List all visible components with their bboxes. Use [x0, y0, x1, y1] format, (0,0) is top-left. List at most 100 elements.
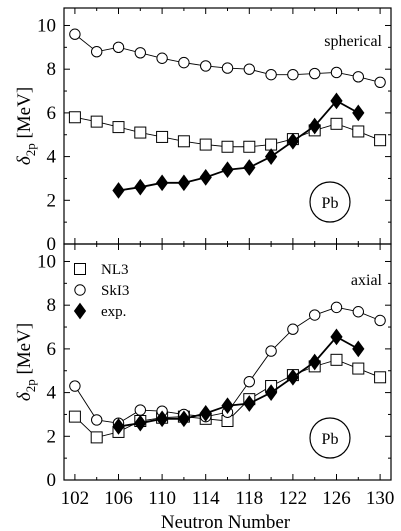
data-point-nl3 [352, 125, 365, 138]
legend-marker-square [74, 263, 86, 275]
element-badge-label: Pb [322, 431, 339, 448]
data-point-nl3 [177, 135, 190, 148]
legend-marker-circle [74, 284, 86, 296]
y-tick-label: 8 [47, 59, 57, 80]
x-tick-label: 102 [61, 488, 90, 509]
data-point-ski3 [309, 309, 321, 321]
legend-label: SkI3 [101, 283, 129, 299]
data-point-exp [199, 405, 212, 422]
y-tick-label: 4 [47, 147, 57, 168]
data-point-exp [352, 340, 365, 358]
data-point-nl3 [112, 121, 125, 134]
y-tick-label: 10 [37, 15, 56, 36]
panel-bottom: 0 2 4 6 8 10 102 106 110 114 118 122 126 130 Neutron N… [14, 243, 394, 531]
data-point-exp [112, 418, 125, 435]
data-point-ski3 [265, 68, 277, 81]
series-exp [112, 328, 365, 435]
y-axis-label: δ2p [MeV] [14, 87, 38, 165]
y-tick-label: 6 [47, 339, 57, 360]
data-point-exp [243, 159, 256, 176]
data-point-ski3 [156, 52, 168, 64]
y-axis-label: δ2p [MeV] [14, 323, 38, 401]
element-badge-circle [309, 417, 351, 459]
data-point-nl3 [90, 431, 103, 444]
data-point-exp [199, 169, 212, 186]
data-point-ski3 [134, 404, 147, 416]
x-axis-label: Neutron Number [161, 512, 291, 531]
data-point-ski3 [91, 414, 103, 426]
y-tick-label: 10 [37, 251, 56, 272]
data-point-exp [177, 410, 191, 428]
x-tick-label: 106 [104, 488, 133, 509]
data-point-exp [264, 384, 278, 401]
y-tick-label: 0 [47, 470, 57, 491]
data-point-nl3 [374, 134, 387, 147]
data-point-exp [330, 328, 343, 346]
legend-marker-diamond [73, 302, 87, 320]
data-point-nl3 [199, 138, 212, 151]
series-exp [112, 92, 365, 199]
x-tick-label: 118 [235, 488, 263, 509]
data-point-ski3 [352, 71, 364, 83]
data-point-exp [221, 397, 234, 415]
series-line-exp [118, 335, 359, 428]
data-point-ski3 [134, 47, 147, 59]
y-tick-label: 8 [47, 295, 57, 316]
data-point-exp [286, 132, 300, 150]
x-tick-label: 126 [322, 488, 351, 509]
panel-annotation: spherical [324, 33, 382, 50]
data-point-ski3 [69, 380, 81, 392]
data-point-ski3 [330, 66, 343, 79]
y-tick-label: 4 [47, 383, 57, 404]
data-point-nl3 [68, 410, 81, 423]
data-point-exp [155, 174, 169, 192]
element-badge-label: Pb [322, 195, 339, 212]
data-point-ski3 [221, 62, 234, 74]
data-point-exp [243, 395, 256, 412]
data-point-ski3 [374, 76, 386, 88]
data-point-exp [221, 161, 234, 179]
y-tick-label: 2 [47, 426, 57, 447]
x-tick-label: 110 [148, 488, 176, 509]
data-point-ski3 [330, 301, 343, 314]
data-point-ski3 [352, 306, 364, 318]
data-point-exp [112, 182, 125, 199]
data-point-nl3 [352, 362, 365, 375]
data-point-nl3 [374, 371, 387, 384]
data-point-ski3 [178, 56, 190, 69]
data-point-ski3 [287, 323, 299, 335]
data-point-exp [308, 353, 321, 371]
data-point-exp [264, 148, 278, 165]
y-tick-label: 2 [47, 190, 57, 211]
data-point-nl3 [330, 353, 343, 366]
data-point-exp [177, 174, 191, 192]
element-badge-circle [309, 181, 351, 223]
data-point-exp [155, 410, 169, 428]
data-point-ski3 [112, 41, 125, 54]
data-point-ski3 [374, 314, 386, 327]
series-ski3 [69, 28, 386, 88]
x-tick-label: 122 [279, 488, 308, 509]
data-point-ski3 [69, 28, 81, 40]
legend: NL3 SkI3 exp. [73, 262, 129, 320]
data-point-ski3 [265, 345, 277, 357]
data-point-ski3 [243, 375, 256, 388]
data-point-exp [330, 92, 343, 110]
data-point-nl3 [330, 117, 343, 130]
data-point-exp [308, 117, 321, 135]
legend-label: NL3 [101, 262, 129, 278]
data-point-nl3 [243, 140, 256, 153]
y-tick-label: 6 [47, 103, 57, 124]
data-point-nl3 [156, 130, 169, 143]
data-point-nl3 [221, 140, 234, 153]
panel-annotation: axial [351, 272, 383, 289]
data-point-ski3 [287, 68, 299, 81]
series-nl3 [68, 111, 387, 153]
data-point-nl3 [90, 115, 103, 128]
data-point-exp [286, 368, 300, 386]
data-point-ski3 [243, 63, 256, 75]
legend-label: exp. [101, 304, 126, 320]
data-point-exp [134, 414, 147, 432]
data-point-ski3 [91, 46, 103, 58]
